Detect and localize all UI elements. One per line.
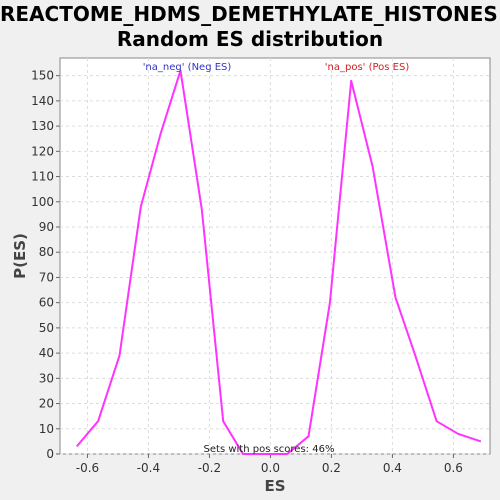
x-tick-label: 0.0 [261,461,280,475]
y-tick-label: 20 [39,397,54,411]
y-tick-label: 120 [31,144,54,158]
y-tick-label: 70 [39,270,54,284]
x-tick-label: 0.2 [322,461,341,475]
y-tick-label: 140 [31,94,54,108]
x-axis-title: ES [264,477,285,495]
grid-lines [60,58,490,455]
annotation-pos-score-share: Sets with pos scores: 46% [204,444,335,455]
x-tick-label: -0.4 [137,461,160,475]
plot-area [59,57,491,455]
x-tick-label: -0.6 [76,461,99,475]
y-tick-label: 10 [39,422,54,436]
y-tick-label: 90 [39,220,54,234]
x-tick-label: 0.4 [383,461,402,475]
y-tick-label: 50 [39,321,54,335]
chart-title-line-1: REACTOME_HDMS_DEMETHYLATE_HISTONES: [0,2,500,26]
y-tick-label: 40 [39,346,54,360]
y-tick-label: 80 [39,245,54,259]
series-line [76,69,482,455]
axis-ticks: 0 10 20 30 40 50 60 70 80 90 100 110 120 130 140 150 -0.… [31,69,463,475]
annotation-pos-es: 'na_pos' (Pos ES) [325,62,410,73]
y-tick-label: 110 [31,170,54,184]
series-group [76,69,482,455]
chart-title-line-2: Random ES distribution [116,27,384,51]
chart-title: REACTOME_HDMS_DEMETHYLATE_HISTONES: Rand… [0,2,500,52]
x-tick-label: -0.2 [198,461,221,475]
y-axis-title: P(ES) [11,233,29,279]
y-tick-label: 150 [31,69,54,83]
annotation-neg-es: 'na_neg' (Neg ES) [143,62,232,73]
y-tick-label: 30 [39,371,54,385]
y-tick-label: 130 [31,119,54,133]
y-tick-label: 0 [46,447,54,461]
x-tick-label: 0.6 [444,461,463,475]
y-tick-label: 100 [31,195,54,209]
y-tick-label: 60 [39,296,54,310]
